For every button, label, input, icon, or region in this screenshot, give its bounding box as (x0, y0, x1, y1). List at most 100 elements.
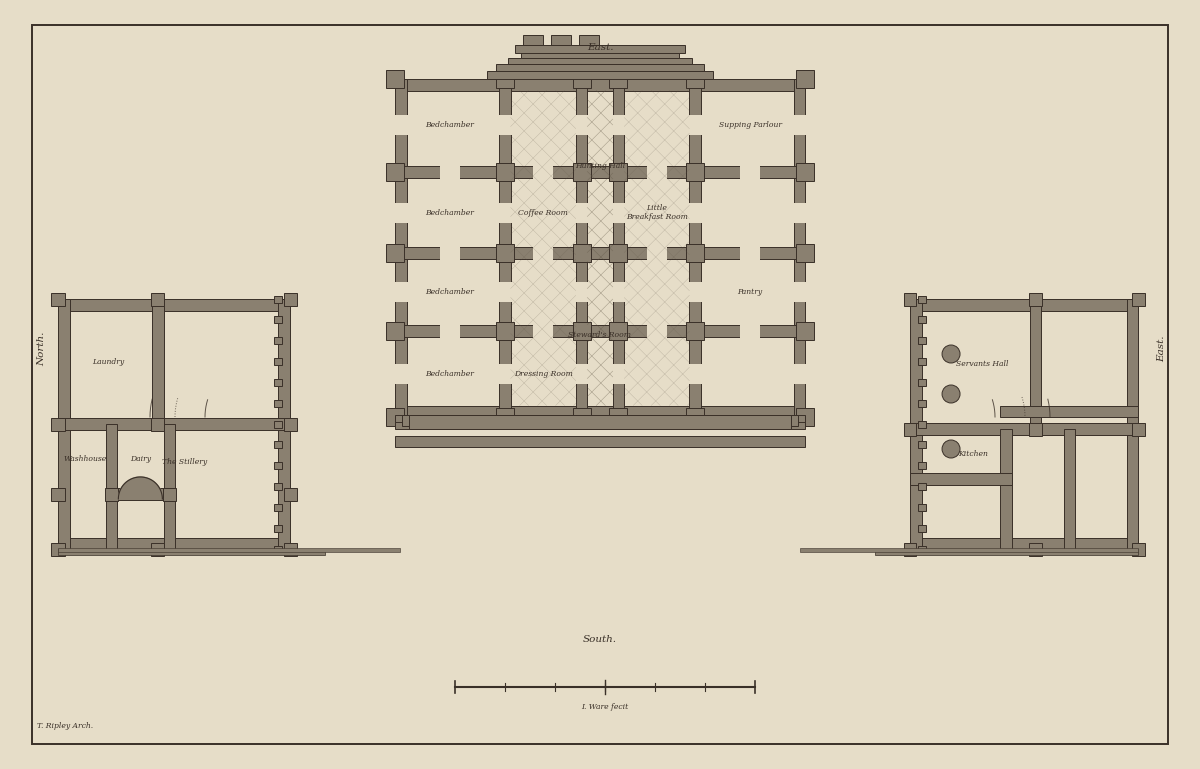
Bar (796, 321, 814, 340)
Bar (918, 483, 925, 490)
Bar (386, 321, 404, 340)
Bar (572, 321, 590, 340)
Text: South.: South. (583, 634, 617, 644)
Bar (918, 441, 925, 448)
Bar (394, 202, 408, 222)
Bar (275, 483, 282, 490)
Bar (610, 244, 628, 262)
Bar (686, 321, 704, 340)
Text: Little
Breakfast Room: Little Breakfast Room (626, 204, 688, 221)
Bar (275, 524, 282, 531)
Text: Dressing Room: Dressing Room (514, 370, 572, 378)
Bar (1030, 299, 1042, 429)
Bar (792, 202, 806, 222)
Bar (574, 202, 589, 222)
Bar (275, 295, 282, 302)
Bar (587, 91, 613, 405)
Text: T. Ripley Arch.: T. Ripley Arch. (37, 722, 94, 730)
Bar (106, 424, 118, 549)
Bar (275, 462, 282, 469)
Bar (793, 79, 805, 417)
Bar (572, 163, 590, 181)
Bar (610, 321, 628, 340)
Bar (58, 418, 290, 430)
Bar (910, 299, 922, 549)
Bar (104, 488, 118, 501)
Bar (151, 292, 164, 305)
Bar (796, 70, 814, 88)
Bar (1127, 299, 1138, 549)
Bar (576, 79, 587, 417)
Text: The Stillery: The Stillery (162, 458, 206, 465)
Bar (533, 246, 553, 260)
Bar (395, 435, 805, 447)
Bar (686, 244, 704, 262)
Bar (440, 246, 460, 260)
Bar (508, 58, 692, 64)
Text: Washhouse: Washhouse (64, 455, 107, 463)
Bar (792, 282, 806, 302)
Bar (151, 418, 164, 431)
Bar (1132, 292, 1145, 305)
Bar (610, 70, 628, 88)
Bar (275, 421, 282, 428)
Bar (402, 415, 798, 425)
Bar (386, 244, 404, 262)
Bar (613, 79, 624, 417)
Bar (496, 70, 514, 88)
Bar (572, 408, 590, 426)
Bar (152, 299, 163, 424)
Bar (796, 163, 814, 181)
Bar (918, 545, 925, 552)
Bar (610, 408, 628, 426)
Bar (910, 473, 1012, 484)
Bar (497, 64, 703, 71)
Bar (574, 282, 589, 302)
Text: Bedchamber: Bedchamber (426, 288, 474, 296)
Text: Coffee Room: Coffee Room (518, 208, 568, 217)
Bar (688, 364, 703, 384)
Bar (386, 70, 404, 88)
Bar (1028, 542, 1042, 555)
Bar (1132, 542, 1145, 555)
Bar (686, 408, 704, 426)
Bar (686, 163, 704, 181)
Bar (440, 165, 460, 178)
Bar (910, 299, 1138, 311)
Bar (740, 246, 760, 260)
Bar (58, 538, 290, 549)
Bar (910, 423, 1138, 434)
Bar (394, 364, 408, 384)
Bar (395, 166, 805, 178)
Bar (792, 364, 806, 384)
Text: Bedchamber: Bedchamber (426, 208, 474, 217)
Bar (611, 364, 626, 384)
Bar (689, 79, 701, 417)
Bar (1028, 292, 1042, 305)
Bar (904, 542, 917, 555)
Text: Hunting Hall: Hunting Hall (575, 162, 625, 170)
Bar (58, 548, 400, 552)
Bar (275, 441, 282, 448)
Bar (875, 549, 1138, 554)
Polygon shape (119, 477, 162, 499)
Bar (1132, 422, 1145, 435)
Bar (497, 202, 512, 222)
Bar (275, 545, 282, 552)
Text: Bedchamber: Bedchamber (426, 122, 474, 129)
Bar (496, 163, 514, 181)
Bar (611, 282, 626, 302)
Bar (918, 421, 925, 428)
Bar (796, 408, 814, 426)
Bar (1028, 422, 1042, 435)
Bar (910, 538, 1138, 549)
Bar (395, 79, 407, 417)
Bar (395, 415, 805, 422)
Bar (497, 364, 512, 384)
Bar (918, 337, 925, 345)
Bar (918, 462, 925, 469)
Bar (58, 299, 290, 311)
Bar (647, 165, 667, 178)
Bar (686, 70, 704, 88)
Circle shape (942, 345, 960, 363)
